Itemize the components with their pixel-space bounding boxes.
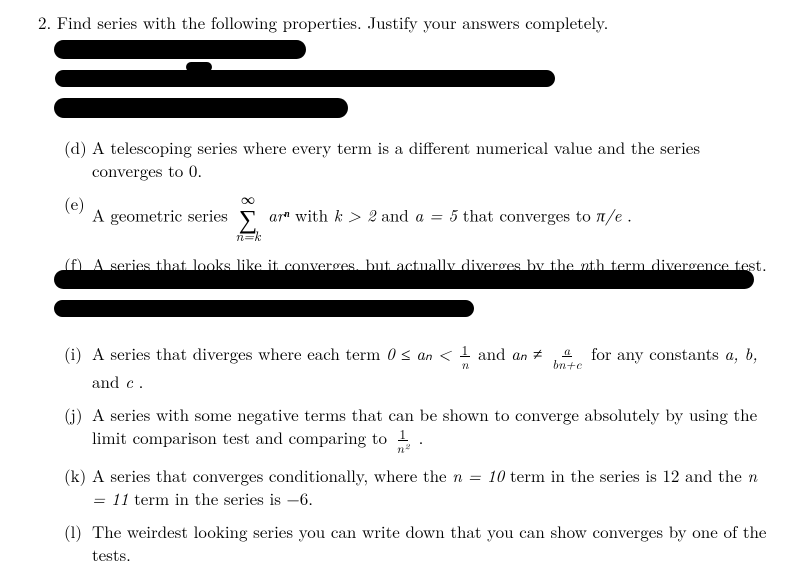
redaction-mark: [54, 98, 348, 118]
fraction-1-over-n2: 1 n²: [395, 427, 411, 454]
item-j-label: (j): [64, 403, 92, 454]
item-k-label: (k): [64, 464, 92, 510]
fraction-a-over-bnc: a bn+c: [550, 343, 583, 370]
redaction-mark: [55, 70, 555, 87]
problem-prompt: Find series with the following propertie…: [57, 10, 608, 34]
item-k: (k) A series that converges conditionall…: [64, 464, 769, 510]
redaction-mark: [54, 270, 754, 289]
item-l: (l) The weirdest looking series you can …: [64, 520, 769, 566]
summation-symbol: ∞ ∑ n=k: [235, 192, 260, 243]
item-l-text: The weirdest looking series you can writ…: [92, 520, 769, 566]
item-j: (j) A series with some negative terms th…: [64, 403, 769, 454]
item-d-text: A telescoping series where every term is…: [92, 136, 769, 182]
item-k-text: A series that converges conditionally, w…: [92, 464, 769, 510]
item-d: (d) A telescoping series where every ter…: [64, 136, 769, 182]
item-i-label: (i): [64, 342, 92, 393]
problem-number: 2.: [38, 10, 51, 34]
redaction-mark: [186, 62, 212, 72]
item-e-text: A geometric series ∞ ∑ n=k arⁿ with k > …: [92, 192, 769, 243]
item-l-label: (l): [64, 520, 92, 566]
item-e: (e) A geometric series ∞ ∑ n=k arⁿ with …: [64, 192, 769, 243]
item-e-label: (e): [64, 192, 92, 243]
problem-header: 2. Find series with the following proper…: [38, 10, 769, 34]
redaction-mark: [54, 40, 306, 59]
item-i-text: A series that diverges where each term 0…: [92, 342, 769, 393]
item-i: (i) A series that diverges where each te…: [64, 342, 769, 393]
item-j-text: A series with some negative terms that c…: [92, 403, 769, 454]
item-d-label: (d): [64, 136, 92, 182]
redaction-mark: [54, 300, 474, 317]
fraction-1-over-n: 1 n: [459, 343, 470, 370]
